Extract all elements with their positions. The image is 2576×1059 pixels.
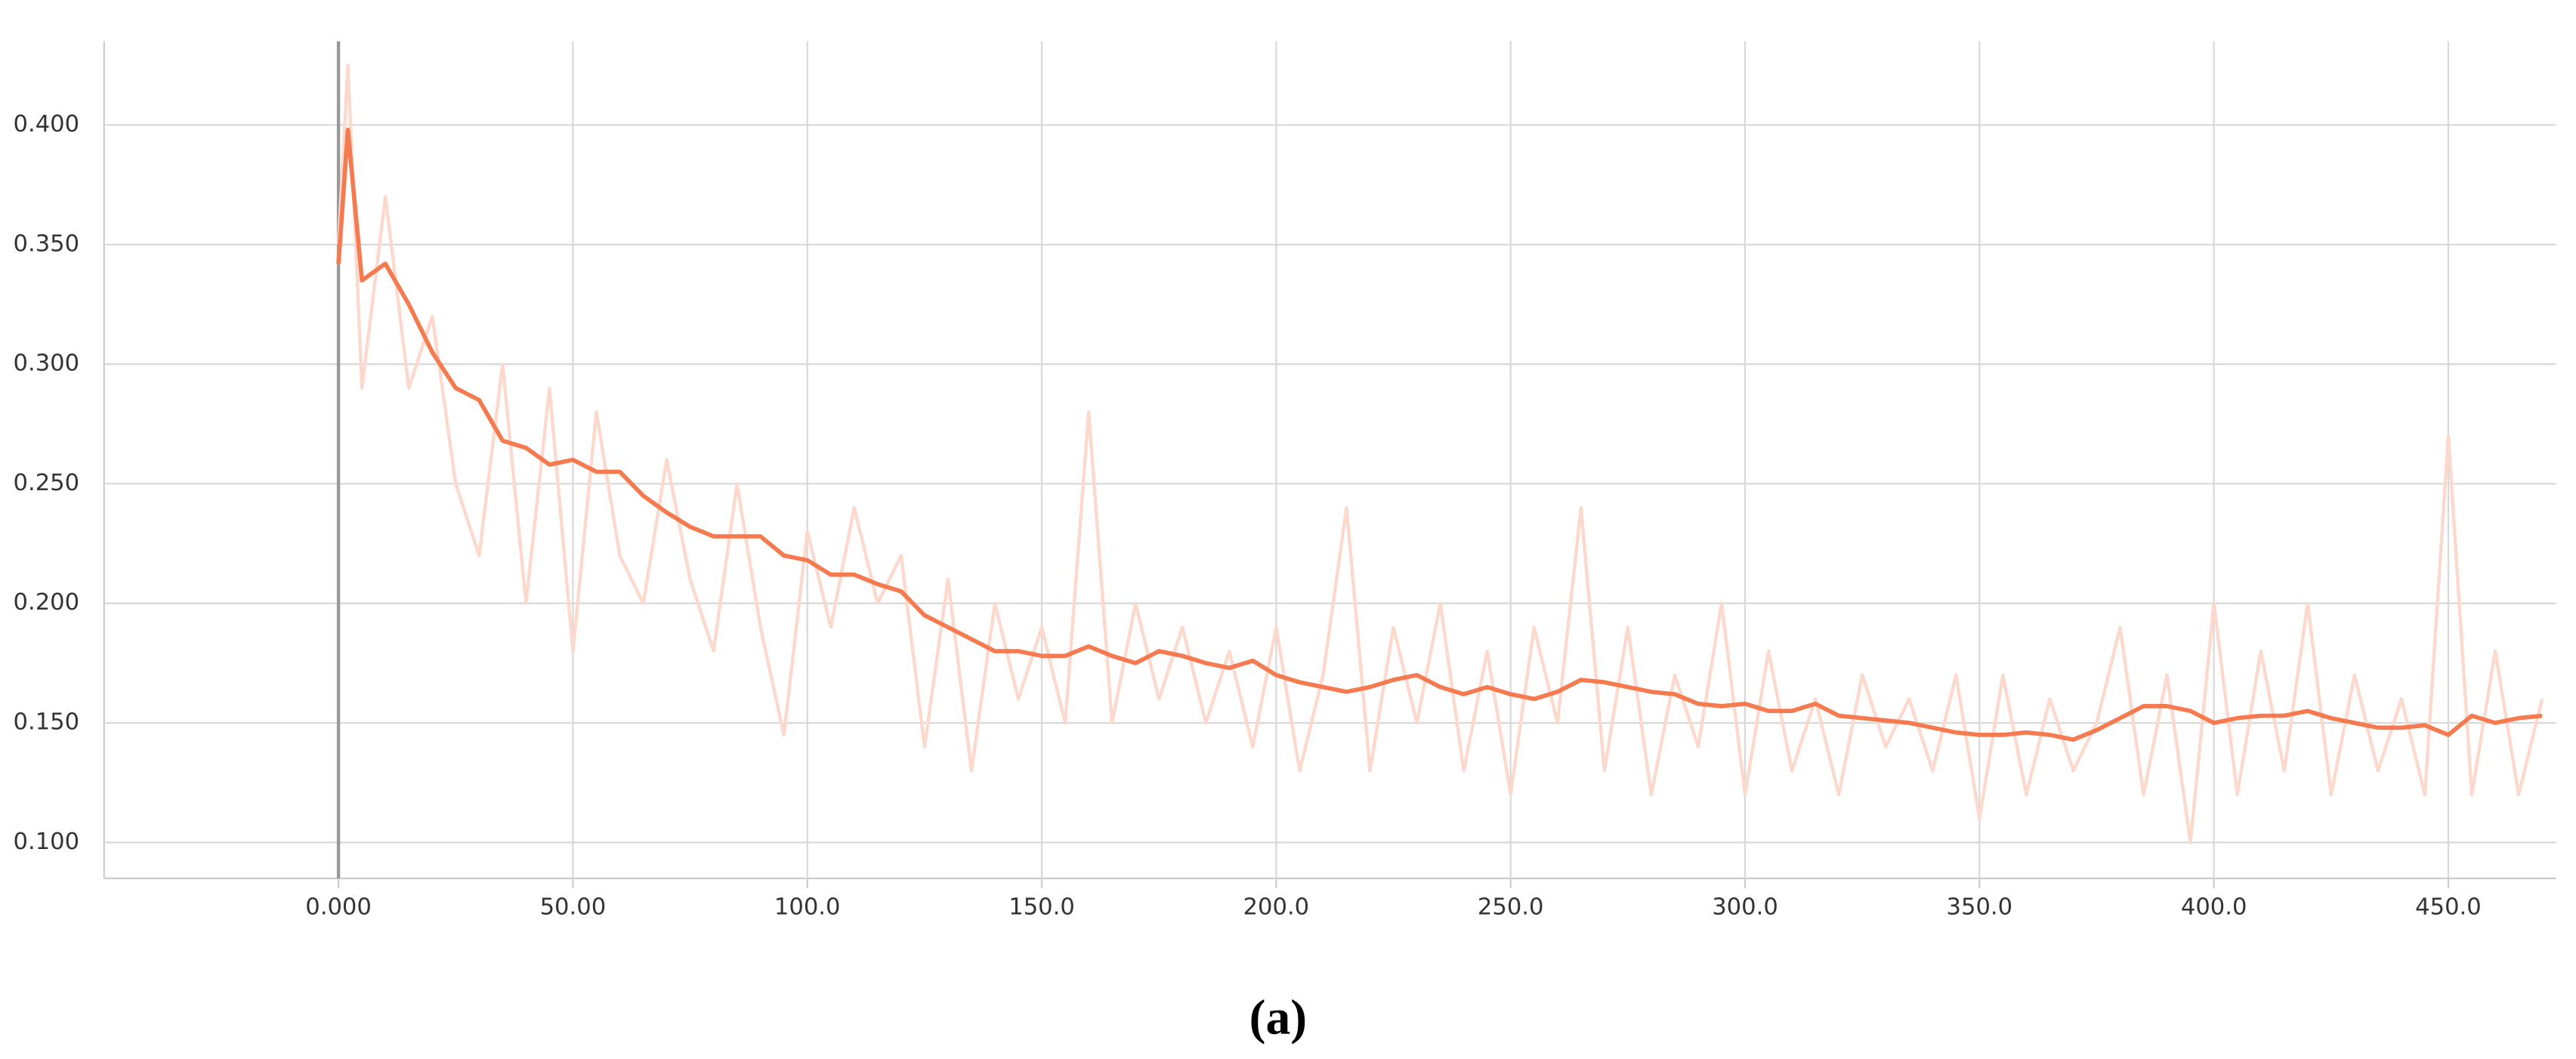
y-tick-label: 0.400 [14,111,80,137]
y-tick-label: 0.250 [14,470,80,496]
y-tick-label: 0.200 [14,589,80,616]
caption: (a) [1249,990,1307,1045]
x-tick-label: 100.0 [774,894,841,921]
x-tick-label: 300.0 [1712,894,1778,921]
y-tick-label: 0.100 [14,829,80,855]
x-tick-label: 400.0 [2181,894,2247,921]
x-tick-label: 200.0 [1243,894,1310,921]
x-tick-label: 50.00 [540,894,607,921]
x-tick-label: 250.0 [1478,894,1544,921]
y-tick-label: 0.350 [14,230,80,257]
x-tick-label: 450.0 [2415,894,2482,921]
series-line [336,63,2544,844]
y-tick-label: 0.150 [14,709,80,736]
series-line [336,127,2543,743]
y-tick-label: 0.300 [14,350,80,377]
x-tick-label: 350.0 [1947,894,2013,921]
x-tick-label: 150.0 [1008,894,1075,921]
x-tick-label: 0.000 [305,894,372,921]
